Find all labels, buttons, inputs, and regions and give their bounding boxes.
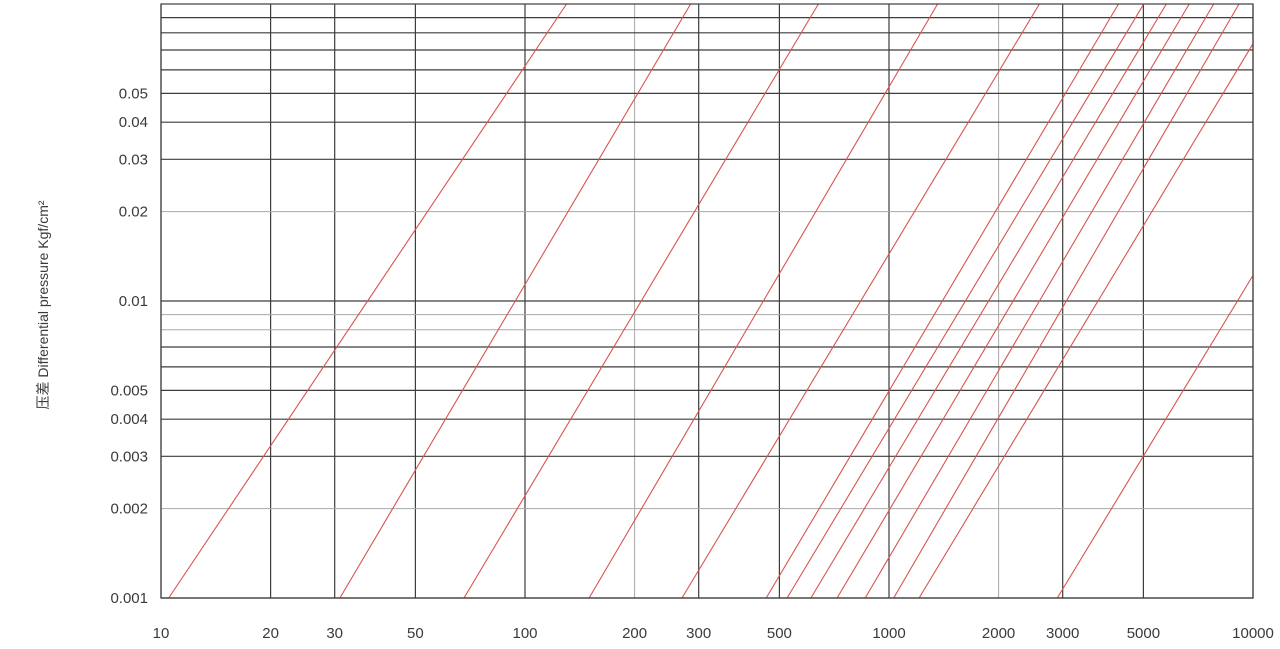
y-axis-label: 压差 Differential pressure Kgf/cm²: [35, 200, 51, 409]
series-line-1: [168, 3, 567, 599]
x-tick-label: 5000: [1127, 625, 1160, 642]
series-line-5: [681, 3, 1040, 599]
series-line-8: [810, 3, 1167, 599]
plot-border: [160, 3, 1254, 599]
y-tick-label: 0.02: [119, 204, 148, 221]
series-line-4: [588, 3, 939, 599]
x-tick-label: 20: [262, 625, 279, 642]
series-line-11: [893, 3, 1240, 599]
series-line-2: [339, 3, 692, 599]
series-lines: [168, 3, 1254, 599]
series-line-6: [765, 3, 1119, 599]
y-tick-label: 0.05: [119, 85, 148, 102]
y-tick-label: 0.04: [119, 114, 148, 131]
grid: [160, 4, 1254, 599]
x-tick-label: 3000: [1046, 625, 1079, 642]
x-tick-label: 10000: [1232, 625, 1274, 642]
series-line-12: [918, 43, 1254, 599]
series-line-13: [1056, 275, 1254, 599]
y-tick-label: 0.03: [119, 151, 148, 168]
y-tick-label: 0.003: [110, 448, 148, 465]
x-tick-label: 10: [153, 625, 170, 642]
y-tick-label: 0.01: [119, 293, 148, 310]
x-tick-label: 200: [622, 625, 647, 642]
x-tick-label: 300: [686, 625, 711, 642]
series-line-10: [864, 3, 1215, 599]
series-line-7: [786, 3, 1145, 599]
plot-frame: [160, 3, 1254, 599]
x-tick-labels: 10 20 30 50 100 200 300 500 1000 2000 3000 5000 1000…: [153, 625, 1274, 642]
x-tick-label: 100: [512, 625, 537, 642]
series-line-3: [463, 3, 819, 599]
x-tick-label: 2000: [982, 625, 1015, 642]
series-line-9: [836, 3, 1190, 599]
y-tick-label: 0.004: [110, 411, 148, 428]
x-tick-label: 50: [407, 625, 424, 642]
y-tick-labels: 0.001 0.002 0.003 0.004 0.005 0.01 0.02 0.03 0.0…: [110, 85, 148, 607]
y-tick-label: 0.005: [110, 382, 148, 399]
x-tick-label: 30: [326, 625, 343, 642]
x-tick-label: 500: [767, 625, 792, 642]
y-tick-label: 0.001: [110, 590, 148, 607]
x-tick-label: 1000: [872, 625, 905, 642]
y-tick-label: 0.002: [110, 501, 148, 518]
